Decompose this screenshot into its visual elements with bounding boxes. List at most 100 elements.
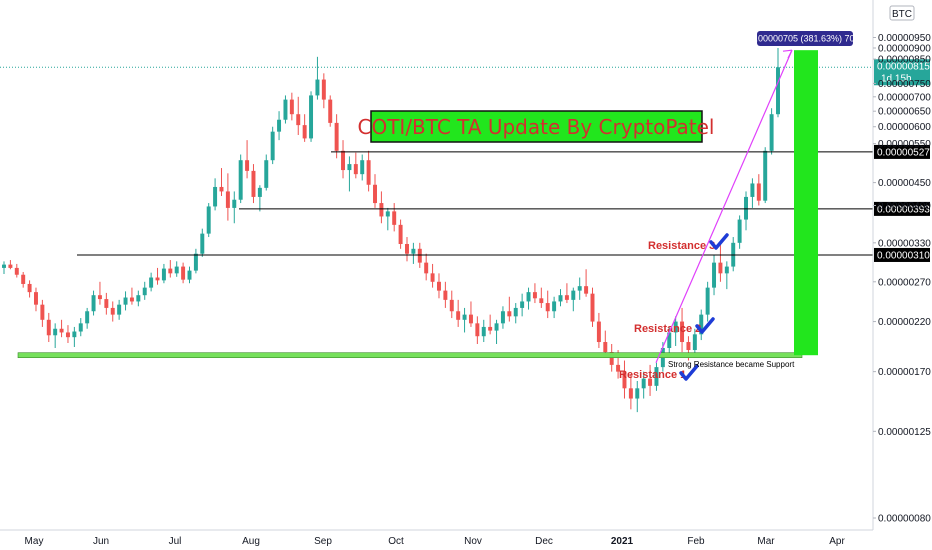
candle-body: [616, 364, 621, 372]
candle-body: [641, 378, 646, 389]
candle-body: [373, 184, 377, 204]
candle-body: [302, 125, 307, 139]
candle: [302, 114, 307, 142]
support-label: Strong Resistance became Support: [668, 360, 795, 369]
overlays: Resistance 1 0.00000310 Resistance 2 0.0000…: [0, 31, 930, 381]
candle: [334, 114, 339, 159]
candle-body: [213, 186, 218, 207]
candle-body: [532, 292, 537, 299]
support-band[interactable]: [17, 352, 803, 359]
candle-body: [142, 287, 147, 296]
candle-body: [776, 67, 780, 115]
candle: [680, 307, 685, 353]
candle: [34, 287, 38, 312]
candle: [539, 287, 544, 308]
candle: [558, 289, 563, 307]
candle-body: [763, 150, 768, 201]
candle: [673, 316, 678, 346]
candle-body: [309, 95, 314, 139]
candle: [475, 316, 480, 344]
candle-body: [72, 331, 77, 338]
candle-body: [14, 267, 19, 275]
candle: [756, 174, 761, 206]
x-tick-label: Mar: [757, 536, 775, 547]
x-axis: May Jun Jul Aug Sep Oct Nov Dec 2021 Feb Mar Apr: [0, 529, 873, 547]
candle-body: [648, 378, 653, 386]
candle: [225, 173, 230, 221]
projection-line[interactable]: [655, 49, 793, 363]
y-tick-label: 0.00000750: [878, 79, 931, 90]
candle: [353, 152, 358, 179]
candle-body: [277, 119, 282, 132]
candle: [430, 263, 435, 288]
candle: [161, 263, 166, 284]
y-tick-label: 0.00000550: [878, 139, 931, 150]
candle-body: [462, 314, 467, 320]
candle-body: [27, 283, 32, 293]
candle: [379, 191, 384, 224]
candle-body: [53, 328, 58, 336]
candle-body: [424, 262, 429, 274]
current-price-tag: [874, 59, 930, 86]
candle: [750, 178, 755, 208]
candle-body: [718, 262, 723, 274]
candle-body: [136, 295, 141, 302]
candle-body: [692, 334, 697, 351]
candle-body: [520, 301, 525, 308]
candle: [238, 154, 243, 204]
candle: [309, 91, 314, 142]
candle-body: [724, 266, 729, 274]
checkmark-icon: [679, 364, 699, 381]
candle: [405, 237, 409, 262]
candle: [590, 287, 595, 327]
candle: [532, 283, 537, 304]
candle: [373, 174, 377, 208]
candle-body: [117, 304, 122, 315]
candle-body: [219, 186, 224, 192]
candle-body: [149, 277, 154, 288]
candle-body: [21, 274, 26, 284]
y-tick-label: 0.00000220: [878, 317, 931, 328]
candle-body: [85, 311, 90, 324]
x-tick-label: Aug: [242, 536, 260, 547]
candle-body: [405, 244, 409, 254]
candle: [712, 254, 717, 296]
candle-body: [181, 266, 186, 280]
y-tick-label: 0.00000650: [878, 107, 931, 118]
candle-body: [238, 160, 243, 200]
x-tick-label: Oct: [388, 536, 404, 547]
x-tick-label: Nov: [464, 536, 482, 547]
price-tag: [874, 247, 930, 262]
price-tag-label: 0.00000310: [877, 250, 930, 261]
y-tick-label: 0.00000125: [878, 427, 931, 438]
candle-body: [8, 264, 13, 268]
candle: [321, 73, 326, 109]
candle: [97, 281, 102, 305]
candle: [21, 271, 26, 288]
candle: [187, 266, 192, 284]
candle: [718, 242, 723, 282]
candle: [648, 364, 653, 396]
candle-body: [667, 332, 672, 348]
y-tick-label: 0.00000900: [878, 44, 931, 55]
candle-body: [123, 297, 128, 305]
candle: [27, 280, 32, 298]
candle-body: [174, 266, 179, 274]
candle-body: [571, 290, 576, 300]
candle: [436, 273, 441, 299]
candle: [142, 281, 147, 300]
candle-body: [468, 314, 473, 324]
candle-body: [590, 293, 595, 322]
candle: [769, 108, 774, 155]
candle: [85, 307, 90, 329]
candle-body: [91, 295, 96, 312]
measure-bar[interactable]: [794, 50, 818, 356]
candle: [328, 95, 333, 127]
candle-body: [686, 342, 691, 351]
candle-body: [232, 199, 237, 208]
symbol-badge[interactable]: [889, 5, 915, 21]
x-tick-label: Apr: [829, 536, 845, 547]
y-tick-label: 0.00000950: [878, 33, 931, 44]
candle-body: [59, 328, 64, 333]
